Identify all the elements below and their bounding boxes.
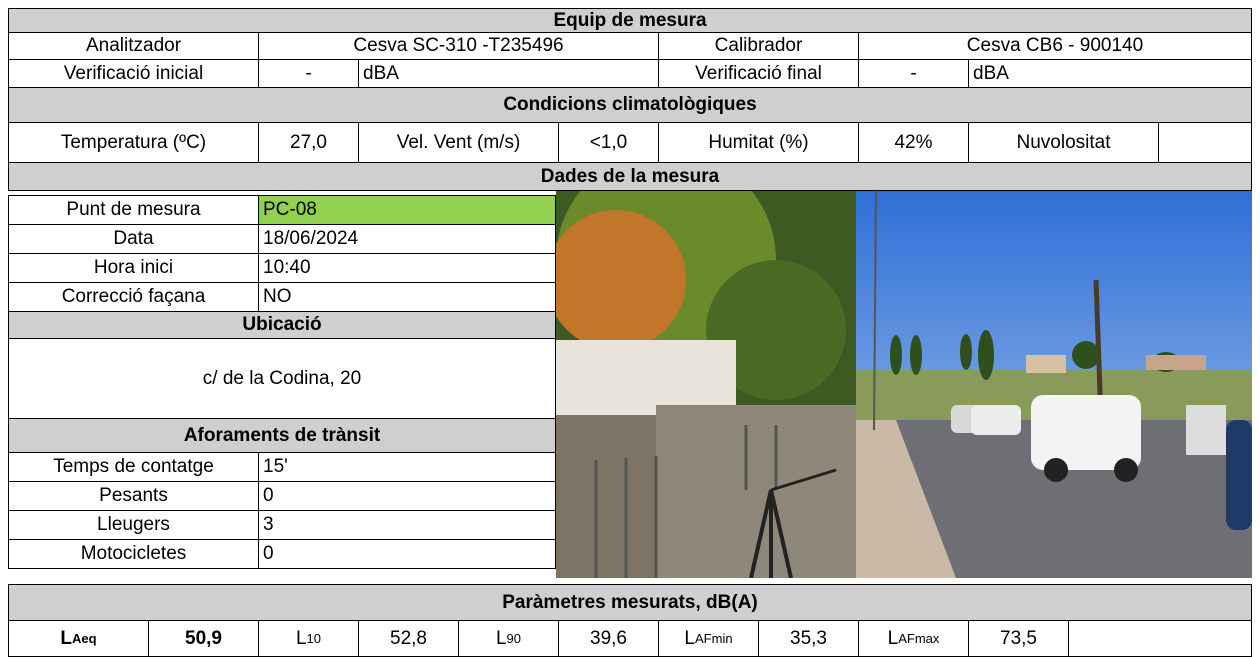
section-header: Paràmetres mesurats, dB(A)	[8, 584, 1252, 621]
cell: Humitat (%)	[658, 122, 859, 163]
parameter-symbol: L Aeq	[8, 620, 149, 657]
parameter-value: 39,6	[558, 620, 659, 657]
row-value: 10:40	[258, 253, 556, 283]
symbol: L	[684, 627, 695, 649]
section-header: Ubicació	[8, 311, 556, 339]
cell: Cesva SC-310 -T235496	[258, 32, 659, 60]
row-label: Correcció façana	[8, 282, 259, 312]
row-value: PC-08	[258, 195, 556, 225]
row-value: 0	[258, 481, 556, 511]
section-header: Condicions climatològiques	[8, 87, 1252, 123]
row-label: Hora inici	[8, 253, 259, 283]
parameter-value: 52,8	[358, 620, 459, 657]
section-header: Equip de mesura	[8, 8, 1252, 33]
location-value: c/ de la Codina, 20	[8, 338, 556, 419]
cell: Vel. Vent (m/s)	[358, 122, 559, 163]
cell: Verificació final	[658, 59, 859, 88]
symbol: L	[495, 627, 507, 649]
subscript: AFmax	[898, 631, 940, 646]
subscript: 10	[306, 631, 322, 646]
cell: Temperatura (ºC)	[8, 122, 259, 163]
section-header: Aforaments de trànsit	[8, 418, 556, 453]
subscript: AFmin	[695, 631, 733, 646]
cell: Nuvolositat	[968, 122, 1159, 163]
parameter-symbol: L 10	[258, 620, 359, 657]
symbol: L	[295, 627, 307, 649]
row-label: Motocicletes	[8, 539, 259, 569]
subscript: 90	[506, 631, 522, 646]
parameter-value: 35,3	[758, 620, 859, 657]
cell: Calibrador	[658, 32, 859, 60]
row-value: NO	[258, 282, 556, 312]
row-label: Pesants	[8, 481, 259, 511]
empty-cell	[1068, 620, 1252, 657]
row-label: Data	[8, 224, 259, 254]
site-photo	[556, 190, 1252, 578]
symbol: L	[60, 627, 73, 649]
row-label: Punt de mesura	[8, 195, 259, 225]
cell: 27,0	[258, 122, 359, 163]
cell: dBA	[358, 59, 659, 88]
cell: <1,0	[558, 122, 659, 163]
parameter-value: 73,5	[968, 620, 1069, 657]
cell: -	[858, 59, 969, 88]
subscript: Aeq	[72, 631, 97, 646]
cell: Verificació inicial	[8, 59, 259, 88]
cell: 42%	[858, 122, 969, 163]
cell: dBA	[968, 59, 1252, 88]
symbol: L	[887, 627, 899, 649]
parameter-symbol: L AFmin	[658, 620, 759, 657]
parameter-value: 50,9	[148, 620, 259, 657]
cell: Analitzador	[8, 32, 259, 60]
row-label: Lleugers	[8, 510, 259, 540]
parameter-symbol: L 90	[458, 620, 559, 657]
row-value: 3	[258, 510, 556, 540]
empty-cell	[1158, 122, 1252, 163]
section-header: Dades de la mesura	[8, 162, 1252, 191]
row-value: 0	[258, 539, 556, 569]
cell: Cesva CB6 - 900140	[858, 32, 1252, 60]
row-value: 18/06/2024	[258, 224, 556, 254]
cell: -	[258, 59, 359, 88]
parameter-symbol: L AFmax	[858, 620, 969, 657]
row-value: 15'	[258, 452, 556, 482]
row-label: Temps de contatge	[8, 452, 259, 482]
